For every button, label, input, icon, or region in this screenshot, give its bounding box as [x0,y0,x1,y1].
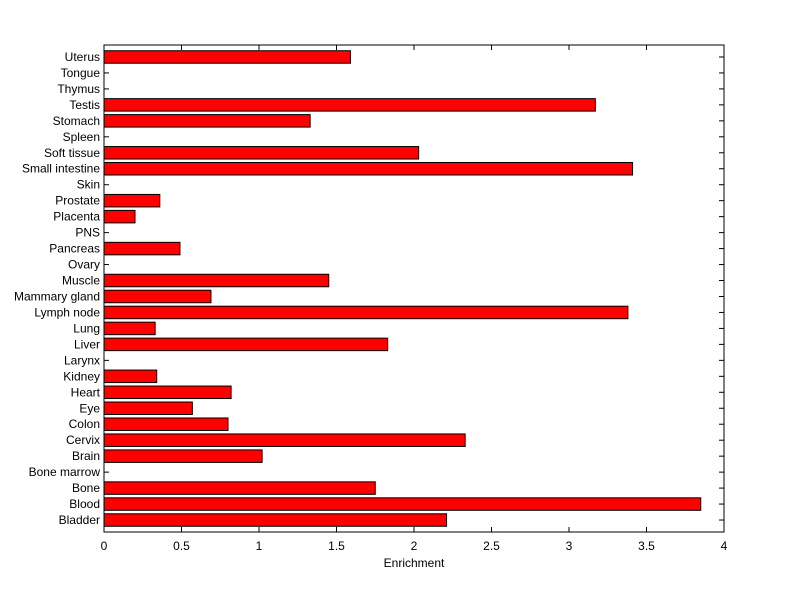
bar-liver [103,337,389,352]
bar-heart [103,385,232,400]
bar-brain [103,449,263,463]
x-tick-label-8: 4 [721,539,728,553]
bar-soft-tissue [103,146,420,160]
bar-bladder [103,513,448,527]
bar-placenta [103,209,136,224]
y-tick-label-muscle: Muscle [62,274,100,288]
bar-prostate [103,193,161,208]
y-tick-label-heart: Heart [71,385,101,399]
y-tick-label-colon: Colon [69,417,100,431]
y-tick-label-soft-tissue: Soft tissue [44,146,100,160]
x-tick-label-5: 2.5 [483,539,500,553]
bar-stomach [103,114,311,128]
bar-blood [103,497,702,511]
bar-eye [103,401,193,416]
bar-bone [103,481,376,495]
x-tick-label-2: 1 [256,539,263,553]
bar-colon [103,417,229,431]
bar-uterus [103,50,351,64]
x-tick-label-4: 2 [411,539,418,553]
y-tick-label-placenta: Placenta [53,210,100,224]
bar-testis [103,98,596,112]
bar-small-intestine [103,161,634,176]
y-tick-label-eye: Eye [79,401,100,415]
x-tick-label-0: 0 [101,539,108,553]
x-tick-labels: 0 0.5 1 1.5 2 2.5 3 3.5 4 [101,539,728,553]
bar-muscle [103,273,330,288]
y-tick-label-stomach: Stomach [53,114,100,128]
y-tick-label-tongue: Tongue [61,66,101,80]
y-tick-label-bone-marrow: Bone marrow [29,465,101,479]
y-tick-label-liver: Liver [74,337,100,351]
y-tick-label-cervix: Cervix [66,433,100,447]
y-tick-label-blood: Blood [69,497,100,511]
x-tick-label-6: 3 [566,539,573,553]
y-tick-label-bone: Bone [72,481,100,495]
y-tick-label-pancreas: Pancreas [49,242,100,256]
y-tick-label-lung: Lung [73,321,100,335]
bar-lung [103,321,156,336]
x-tick-label-7: 3.5 [638,539,655,553]
y-tick-label-larynx: Larynx [64,353,100,367]
y-tick-label-pns: PNS [75,226,100,240]
x-tick-label-3: 1.5 [328,539,345,553]
bar-cervix [103,433,466,447]
x-axis-label: Enrichment [384,556,445,570]
bar-mammary-gland [103,289,212,304]
plot-frame [103,44,725,533]
y-tick-label-small-intestine: Small intestine [22,162,100,176]
y-tick-labels: Bladder Blood Bone Bone marrow Brain Cervix Co… [14,50,101,527]
bar-pancreas [103,241,181,256]
y-tick-label-spleen: Spleen [63,130,100,144]
y-tick-label-lymph-node: Lymph node [34,305,100,319]
bar-kidney [103,369,158,384]
y-tick-label-kidney: Kidney [63,369,100,383]
y-tick-label-brain: Brain [72,449,100,463]
bar-lymph-node [103,305,629,320]
y-tick-label-skin: Skin [77,178,100,192]
y-tick-label-thymus: Thymus [57,82,100,96]
y-tick-label-uterus: Uterus [65,50,100,64]
y-tick-label-mammary-gland: Mammary gland [14,289,100,303]
y-tick-label-prostate: Prostate [55,194,100,208]
y-tick-label-ovary: Ovary [68,258,100,272]
x-tick-label-1: 0.5 [173,539,190,553]
bars [103,50,702,527]
y-tick-label-testis: Testis [69,98,100,112]
y-tick-label-bladder: Bladder [59,513,100,527]
